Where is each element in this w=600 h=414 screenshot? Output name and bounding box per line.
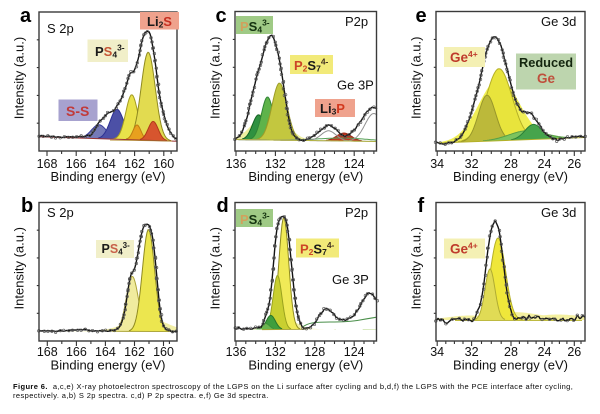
svg-text:Binding energy (eV): Binding energy (eV) [51, 169, 166, 184]
svg-text:132: 132 [265, 345, 286, 359]
svg-text:Binding energy (eV): Binding energy (eV) [51, 358, 166, 373]
svg-text:128: 128 [304, 157, 325, 171]
svg-text:e: e [416, 5, 427, 27]
svg-text:Intensity (a.u.): Intensity (a.u.) [409, 37, 424, 119]
svg-text:Binding energy (eV): Binding energy (eV) [248, 169, 363, 184]
svg-text:32: 32 [465, 157, 479, 171]
svg-text:124: 124 [344, 345, 365, 359]
svg-text:c: c [216, 5, 227, 27]
svg-text:Li2S: Li2S [147, 14, 172, 30]
svg-text:Ge 3d: Ge 3d [541, 205, 576, 220]
svg-text:Ge 3P: Ge 3P [337, 78, 374, 93]
svg-text:Intensity (a.u.): Intensity (a.u.) [12, 37, 27, 119]
svg-text:P2p: P2p [345, 205, 368, 220]
svg-text:136: 136 [226, 345, 247, 359]
svg-text:162: 162 [124, 345, 145, 359]
svg-text:Reduced: Reduced [519, 55, 573, 70]
svg-text:26: 26 [567, 157, 581, 171]
svg-text:Ge 3d: Ge 3d [541, 14, 576, 29]
svg-text:26: 26 [567, 345, 581, 359]
svg-text:32: 32 [465, 345, 479, 359]
svg-text:Intensity (a.u.): Intensity (a.u.) [208, 37, 223, 119]
svg-text:Intensity (a.u.): Intensity (a.u.) [208, 227, 223, 309]
svg-text:34: 34 [430, 157, 444, 171]
svg-text:d: d [217, 195, 229, 217]
svg-text:168: 168 [37, 157, 58, 171]
svg-text:Binding energy (eV): Binding energy (eV) [453, 169, 568, 184]
svg-text:Binding energy (eV): Binding energy (eV) [248, 358, 363, 373]
svg-text:b: b [21, 195, 33, 217]
svg-text:Li3P: Li3P [320, 101, 345, 117]
svg-text:24: 24 [538, 345, 552, 359]
svg-text:166: 166 [66, 157, 87, 171]
svg-text:164: 164 [95, 157, 116, 171]
svg-text:28: 28 [504, 345, 518, 359]
svg-text:S 2p: S 2p [47, 21, 74, 36]
svg-text:Ge 3P: Ge 3P [332, 272, 369, 287]
svg-text:164: 164 [95, 345, 116, 359]
svg-text:160: 160 [153, 157, 174, 171]
svg-text:P2S74-: P2S74- [300, 240, 335, 257]
svg-text:136: 136 [226, 157, 247, 171]
svg-text:Intensity (a.u.): Intensity (a.u.) [409, 227, 424, 309]
svg-text:Binding energy (eV): Binding energy (eV) [453, 358, 568, 373]
svg-text:28: 28 [504, 157, 518, 171]
svg-text:166: 166 [66, 345, 87, 359]
svg-text:128: 128 [304, 345, 325, 359]
svg-text:34: 34 [430, 345, 444, 359]
svg-text:f: f [418, 195, 425, 217]
svg-text:168: 168 [37, 345, 58, 359]
svg-text:a: a [20, 5, 32, 27]
svg-text:S 2p: S 2p [47, 205, 74, 220]
svg-text:132: 132 [265, 157, 286, 171]
svg-text:P2p: P2p [345, 14, 368, 29]
svg-text:Intensity (a.u.): Intensity (a.u.) [12, 227, 27, 309]
svg-text:S-S: S-S [66, 103, 89, 119]
svg-text:Ge: Ge [537, 71, 556, 86]
svg-text:124: 124 [344, 157, 365, 171]
svg-text:24: 24 [538, 157, 552, 171]
svg-text:162: 162 [124, 157, 145, 171]
svg-text:160: 160 [153, 345, 174, 359]
svg-text:P2S74-: P2S74- [294, 57, 329, 74]
